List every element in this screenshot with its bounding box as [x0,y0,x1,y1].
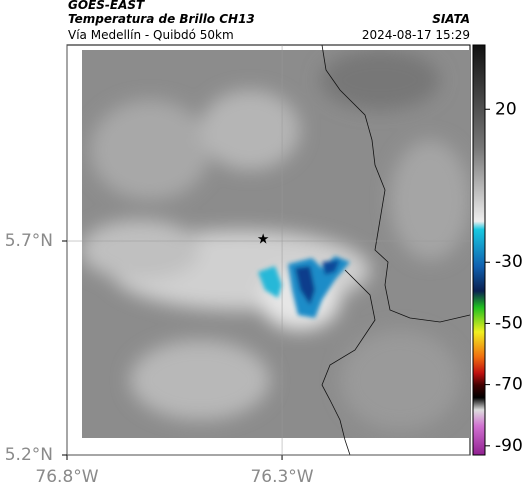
y-tick-label: 5.2°N [5,445,53,465]
site-marker: ★ [257,232,270,248]
source: GOES-EAST [68,0,145,12]
colorbar-label: -50 [495,313,523,333]
boundary [321,44,471,323]
colorbar-label: -70 [495,375,523,395]
datetime: 2024-08-17 15:29 [362,28,470,42]
subtitle: Vía Medellín - Quibdó 50km [68,28,234,42]
title: Temperatura de Brillo CH13 [68,12,255,26]
colorbar-label: -30 [495,252,523,272]
x-tick-label: 76.8°W [35,467,98,487]
x-tick-label: 76.3°W [250,467,313,487]
colorbar-label: 20 [495,99,517,119]
colorbar-label: -90 [495,436,523,456]
satellite-image [82,50,470,438]
org: SIATA [432,12,470,26]
y-tick-label: 5.7°N [5,231,53,251]
colorbar [472,44,486,456]
boundary [321,269,376,456]
